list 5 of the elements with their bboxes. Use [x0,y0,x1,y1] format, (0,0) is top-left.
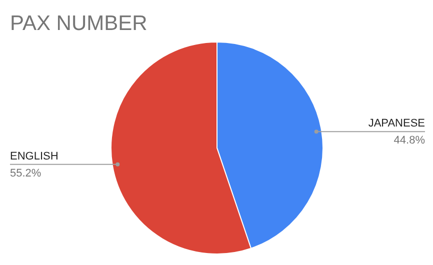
data-label: 44.8% [394,134,426,147]
slice-label: ENGLISH [10,150,58,162]
data-label: 55.2% [10,167,42,180]
chart-title: PAX NUMBER [10,12,148,35]
slice-label: JAPANESE [368,118,425,130]
